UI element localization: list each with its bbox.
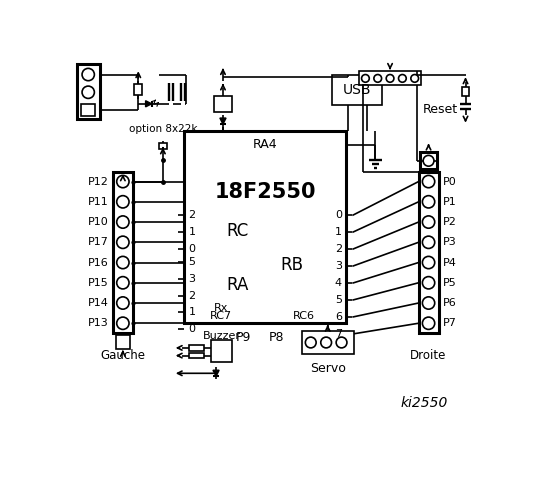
- Text: P10: P10: [88, 217, 109, 227]
- Text: 7: 7: [335, 329, 342, 339]
- Polygon shape: [213, 370, 219, 376]
- Text: 2: 2: [189, 210, 196, 220]
- Text: P11: P11: [88, 197, 109, 207]
- Bar: [301, 331, 354, 354]
- Text: 1: 1: [189, 308, 196, 317]
- Text: RC7: RC7: [210, 311, 232, 321]
- Circle shape: [117, 196, 129, 208]
- Text: RB: RB: [281, 256, 304, 275]
- Text: 2: 2: [189, 290, 196, 300]
- Circle shape: [422, 297, 435, 309]
- Text: P1: P1: [442, 197, 456, 207]
- Text: RA: RA: [227, 276, 249, 294]
- Text: 0: 0: [189, 244, 196, 254]
- Circle shape: [422, 175, 435, 188]
- Text: P3: P3: [442, 237, 456, 247]
- Bar: [189, 353, 204, 358]
- Bar: [359, 72, 421, 85]
- Text: 0: 0: [335, 210, 342, 220]
- Text: RC: RC: [227, 222, 249, 240]
- Circle shape: [117, 297, 129, 309]
- Text: P0: P0: [442, 177, 456, 187]
- Bar: [211, 340, 232, 362]
- Circle shape: [82, 86, 95, 98]
- Circle shape: [117, 175, 129, 188]
- Circle shape: [321, 337, 332, 348]
- Text: Rx: Rx: [214, 303, 228, 313]
- Circle shape: [422, 236, 435, 249]
- Bar: [332, 74, 382, 105]
- Text: USB: USB: [343, 83, 372, 97]
- Bar: [213, 96, 232, 111]
- Text: P15: P15: [88, 278, 109, 288]
- Text: Buzzer: Buzzer: [202, 331, 241, 341]
- Circle shape: [374, 74, 382, 82]
- Text: P4: P4: [442, 258, 456, 267]
- Circle shape: [422, 256, 435, 269]
- Circle shape: [305, 337, 316, 348]
- Text: RC6: RC6: [293, 311, 315, 321]
- Text: RA4: RA4: [253, 138, 278, 151]
- Text: P13: P13: [88, 318, 109, 328]
- Text: Reset: Reset: [422, 104, 458, 117]
- Circle shape: [362, 74, 369, 82]
- Text: 2: 2: [335, 244, 342, 254]
- Bar: [462, 87, 469, 96]
- Text: P7: P7: [442, 318, 456, 328]
- Bar: [134, 84, 142, 96]
- Bar: [113, 171, 133, 333]
- Text: 3: 3: [189, 274, 196, 284]
- Text: 5: 5: [189, 257, 196, 267]
- Circle shape: [336, 337, 347, 348]
- Text: P12: P12: [88, 177, 109, 187]
- Text: P6: P6: [442, 298, 456, 308]
- Text: Gauche: Gauche: [100, 348, 145, 361]
- Text: 0: 0: [189, 324, 196, 335]
- Text: P2: P2: [442, 217, 456, 227]
- Bar: [116, 335, 130, 348]
- Circle shape: [117, 276, 129, 289]
- Text: 18F2550: 18F2550: [215, 182, 316, 203]
- Circle shape: [386, 74, 394, 82]
- Circle shape: [117, 236, 129, 249]
- Text: 6: 6: [335, 312, 342, 322]
- Text: P16: P16: [88, 258, 109, 267]
- Text: 4: 4: [335, 278, 342, 288]
- Text: 1: 1: [335, 228, 342, 238]
- Circle shape: [422, 216, 435, 228]
- Text: Droite: Droite: [410, 348, 447, 361]
- Circle shape: [117, 216, 129, 228]
- Polygon shape: [220, 118, 226, 124]
- Bar: [189, 345, 204, 350]
- Circle shape: [117, 317, 129, 329]
- Circle shape: [423, 156, 434, 166]
- Bar: [419, 171, 439, 333]
- Bar: [77, 64, 100, 119]
- Circle shape: [399, 74, 406, 82]
- Text: P8: P8: [269, 331, 285, 344]
- Circle shape: [117, 256, 129, 269]
- Polygon shape: [145, 101, 152, 107]
- Bar: [185, 131, 346, 323]
- Circle shape: [422, 276, 435, 289]
- Circle shape: [422, 317, 435, 329]
- Text: P5: P5: [442, 278, 456, 288]
- Bar: [159, 143, 167, 148]
- Text: Servo: Servo: [310, 362, 346, 375]
- Text: P14: P14: [88, 298, 109, 308]
- Text: ki2550: ki2550: [400, 396, 448, 409]
- Circle shape: [422, 196, 435, 208]
- Text: P17: P17: [88, 237, 109, 247]
- Circle shape: [411, 74, 419, 82]
- Text: 5: 5: [335, 295, 342, 305]
- Text: 1: 1: [189, 228, 196, 238]
- Text: option 8x22k: option 8x22k: [129, 124, 197, 134]
- Text: P9: P9: [236, 331, 252, 344]
- Text: 3: 3: [335, 261, 342, 271]
- Circle shape: [82, 68, 95, 81]
- Bar: [81, 104, 95, 116]
- Bar: [420, 152, 437, 169]
